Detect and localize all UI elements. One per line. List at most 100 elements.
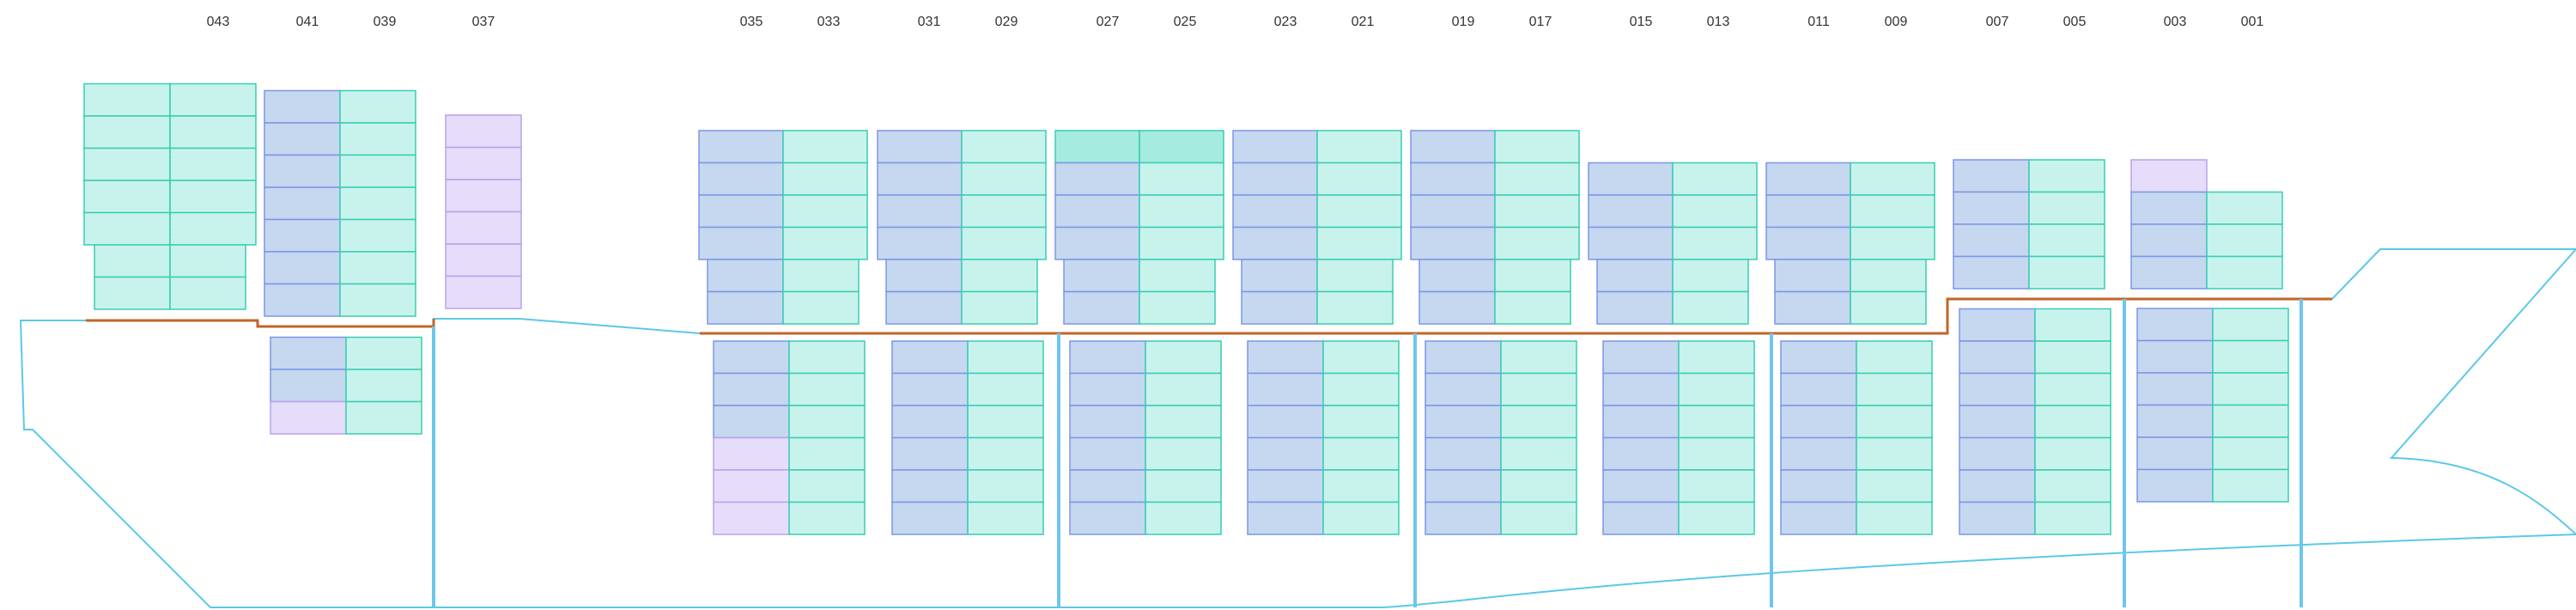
- container-slot-blue[interactable]: [713, 405, 790, 439]
- container-slot-blue[interactable]: [270, 336, 347, 370]
- bay-stack-hold-031[interactable]: [891, 340, 1044, 535]
- container-slot-blue[interactable]: [1419, 259, 1496, 293]
- container-slot-blue[interactable]: [1232, 162, 1318, 196]
- container-slot-green[interactable]: [1678, 340, 1755, 375]
- bay-stack-hold-011[interactable]: [1780, 340, 1933, 535]
- container-slot-blue[interactable]: [1425, 501, 1502, 535]
- container-slot-green[interactable]: [782, 259, 860, 293]
- container-slot-green[interactable]: [1494, 130, 1580, 164]
- container-slot-green[interactable]: [1494, 162, 1580, 196]
- bay-stack-hold-027[interactable]: [1069, 340, 1222, 535]
- container-slot-green[interactable]: [1856, 372, 1933, 406]
- container-slot-blue[interactable]: [1959, 340, 2036, 375]
- container-slot-green[interactable]: [345, 369, 422, 403]
- container-slot-green[interactable]: [1678, 436, 1755, 471]
- container-slot-teal[interactable]: [1139, 130, 1224, 164]
- container-slot-blue[interactable]: [1780, 372, 1857, 406]
- container-slot-purple[interactable]: [445, 275, 522, 309]
- container-slot-blue[interactable]: [1959, 501, 2036, 535]
- container-slot-blue[interactable]: [1247, 372, 1324, 406]
- container-slot-green[interactable]: [967, 372, 1044, 406]
- container-slot-green[interactable]: [1850, 226, 1935, 260]
- container-slot-blue[interactable]: [1588, 194, 1674, 229]
- container-slot-blue[interactable]: [1410, 130, 1496, 164]
- container-slot-green[interactable]: [83, 82, 171, 117]
- container-slot-green[interactable]: [2034, 405, 2111, 439]
- container-slot-green[interactable]: [1500, 469, 1577, 503]
- container-slot-blue[interactable]: [891, 469, 969, 503]
- container-slot-green[interactable]: [2212, 404, 2289, 438]
- container-slot-green[interactable]: [1494, 290, 1571, 325]
- container-slot-green[interactable]: [1322, 372, 1400, 406]
- container-slot-blue[interactable]: [264, 186, 341, 221]
- container-slot-green[interactable]: [1856, 405, 1933, 439]
- container-slot-blue[interactable]: [1063, 259, 1140, 293]
- container-slot-green[interactable]: [961, 226, 1047, 260]
- container-slot-green[interactable]: [2212, 436, 2289, 471]
- container-slot-green[interactable]: [345, 400, 422, 435]
- container-slot-blue[interactable]: [1241, 259, 1318, 293]
- container-slot-blue[interactable]: [1241, 290, 1318, 325]
- container-slot-green[interactable]: [83, 147, 171, 181]
- container-slot-green[interactable]: [1856, 501, 1933, 535]
- container-slot-blue[interactable]: [891, 501, 969, 535]
- container-slot-green[interactable]: [1850, 290, 1927, 325]
- container-slot-green[interactable]: [2034, 436, 2111, 471]
- bay-stack-deck-015[interactable]: [1588, 162, 1758, 325]
- container-slot-blue[interactable]: [1232, 226, 1318, 260]
- container-slot-blue[interactable]: [1953, 159, 2030, 193]
- container-slot-blue[interactable]: [1232, 130, 1318, 164]
- container-slot-blue[interactable]: [1063, 290, 1140, 325]
- container-slot-blue[interactable]: [264, 218, 341, 253]
- container-slot-green[interactable]: [2034, 340, 2111, 375]
- container-slot-green[interactable]: [1139, 259, 1216, 293]
- container-slot-blue[interactable]: [1425, 372, 1502, 406]
- container-slot-green[interactable]: [1500, 501, 1577, 535]
- container-slot-green[interactable]: [967, 501, 1044, 535]
- container-slot-green[interactable]: [782, 226, 868, 260]
- container-slot-blue[interactable]: [877, 194, 963, 229]
- container-slot-purple[interactable]: [2130, 159, 2208, 193]
- container-slot-green[interactable]: [345, 336, 422, 370]
- container-slot-green[interactable]: [1500, 436, 1577, 471]
- container-slot-blue[interactable]: [264, 122, 341, 156]
- container-slot-green[interactable]: [1500, 372, 1577, 406]
- container-slot-green[interactable]: [1856, 340, 1933, 375]
- container-slot-green[interactable]: [1494, 194, 1580, 229]
- container-slot-green[interactable]: [169, 244, 246, 278]
- container-slot-green[interactable]: [1145, 436, 1222, 471]
- container-slot-blue[interactable]: [1232, 194, 1318, 229]
- container-slot-green[interactable]: [2212, 468, 2289, 503]
- container-slot-green[interactable]: [2034, 372, 2111, 406]
- container-slot-blue[interactable]: [1410, 162, 1496, 196]
- container-slot-green[interactable]: [1316, 130, 1402, 164]
- container-slot-green[interactable]: [1672, 259, 1749, 293]
- container-slot-green[interactable]: [1856, 436, 1933, 471]
- container-slot-green[interactable]: [339, 186, 416, 221]
- container-slot-green[interactable]: [967, 469, 1044, 503]
- container-slot-blue[interactable]: [2136, 404, 2214, 438]
- container-slot-blue[interactable]: [1602, 405, 1680, 439]
- container-slot-green[interactable]: [1316, 226, 1402, 260]
- container-slot-blue[interactable]: [1596, 290, 1674, 325]
- container-slot-green[interactable]: [782, 162, 868, 196]
- container-slot-green[interactable]: [2034, 308, 2111, 342]
- container-slot-green[interactable]: [339, 89, 416, 124]
- container-slot-green[interactable]: [782, 130, 868, 164]
- bay-stack-deck-037[interactable]: [445, 114, 522, 309]
- container-slot-green[interactable]: [1322, 469, 1400, 503]
- container-slot-blue[interactable]: [2130, 223, 2208, 258]
- container-slot-green[interactable]: [788, 340, 866, 375]
- container-slot-green[interactable]: [1139, 290, 1216, 325]
- container-slot-blue[interactable]: [1602, 436, 1680, 471]
- container-slot-blue[interactable]: [1953, 255, 2030, 290]
- container-slot-blue[interactable]: [1410, 226, 1496, 260]
- container-slot-blue[interactable]: [264, 154, 341, 188]
- container-slot-blue[interactable]: [1602, 340, 1680, 375]
- container-slot-blue[interactable]: [1247, 436, 1324, 471]
- container-slot-blue[interactable]: [2136, 339, 2214, 374]
- container-slot-blue[interactable]: [1054, 162, 1140, 196]
- container-slot-blue[interactable]: [877, 162, 963, 196]
- container-slot-blue[interactable]: [1953, 191, 2030, 225]
- bay-stack-deck-027[interactable]: [1054, 130, 1224, 325]
